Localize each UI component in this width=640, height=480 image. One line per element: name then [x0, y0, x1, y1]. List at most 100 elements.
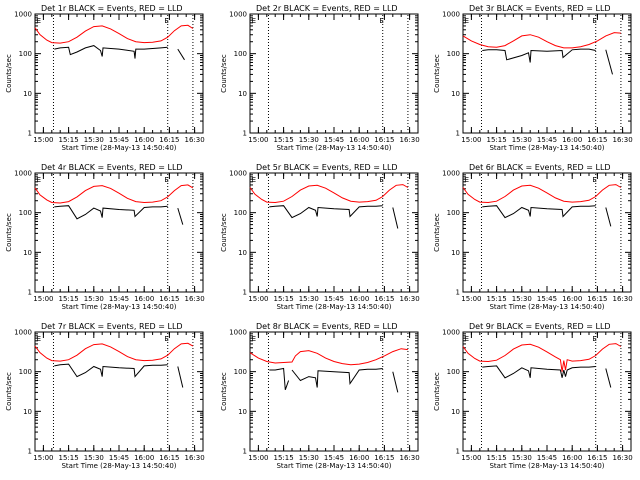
y-tick-label: 100 [19, 368, 32, 376]
x-tick-label: 15:30 [84, 136, 104, 144]
y-tick-label: 1000 [442, 11, 460, 19]
chart-title: Det 3r BLACK = Events, RED = LLD [469, 4, 611, 13]
panel-det-4: Det 4r BLACK = Events, RED = LLD 1 10 100 10… [5, 163, 205, 311]
x-tick-label: 15:15 [487, 295, 507, 303]
y-tick-label: 100 [447, 50, 460, 58]
y-axis-label: Counts/sec [5, 54, 13, 93]
x-axis-label: Start Time (28-May-13 14:50:40) [61, 303, 176, 311]
series-lld-line [462, 184, 622, 204]
x-tick-label: 15:00 [248, 454, 268, 462]
chart-title: Det 2r BLACK = Events, RED = LLD [256, 4, 398, 13]
y-tick-label: 100 [234, 209, 247, 217]
series-lld-line [34, 342, 194, 362]
x-tick-label: 15:30 [512, 136, 532, 144]
y-axis-label: Counts/sec [433, 54, 441, 93]
x-tick-label: 16:30 [400, 454, 420, 462]
panel-det-1: Det 1r BLACK = Events, RED = LLD 1 10 100 10… [5, 4, 205, 152]
y-axis-label: Counts/sec [220, 372, 228, 411]
chart-title: Det 8r BLACK = Events, RED = LLD [256, 322, 398, 331]
plot-frame [249, 13, 419, 134]
x-tick-label: 16:15 [587, 136, 607, 144]
x-tick-label: 16:00 [349, 454, 369, 462]
y-tick-label: 1000 [229, 329, 247, 337]
x-tick-label: 15:00 [461, 454, 481, 462]
y-tick-label: 1000 [229, 11, 247, 19]
panel-det-7: Det 7r BLACK = Events, RED = LLD 1 10 100 10… [5, 322, 205, 470]
event-marker: E [164, 17, 168, 25]
plot-frame [34, 172, 204, 293]
x-tick-label: 15:00 [33, 454, 53, 462]
x-axis-label: Start Time (28-May-13 14:50:40) [61, 462, 176, 470]
x-tick-label: 16:15 [159, 295, 179, 303]
y-tick-label: 1000 [442, 329, 460, 337]
y-tick-label: 1000 [442, 170, 460, 178]
y-axis-label: Counts/sec [433, 213, 441, 252]
y-tick-label: 1000 [229, 170, 247, 178]
y-tick-label: 100 [19, 209, 32, 217]
event-marker: E [164, 335, 168, 343]
y-axis-label: Counts/sec [220, 54, 228, 93]
chart-title: Det 6r BLACK = Events, RED = LLD [469, 163, 611, 172]
y-tick-label: 100 [447, 209, 460, 217]
series-events-line [482, 205, 612, 227]
x-tick-label: 15:45 [324, 454, 344, 462]
y-tick-label: 10 [451, 408, 460, 416]
series-events-line [482, 365, 612, 388]
x-tick-label: 15:45 [537, 295, 557, 303]
panel-det-9: Det 9r BLACK = Events, RED = LLD 1 10 100 10… [433, 322, 633, 470]
x-tick-label: 15:00 [461, 295, 481, 303]
y-tick-label: 1 [456, 448, 460, 456]
y-tick-label: 100 [234, 368, 247, 376]
x-tick-label: 16:15 [374, 136, 394, 144]
event-marker: E [252, 176, 256, 184]
y-tick-label: 1 [243, 448, 247, 456]
x-tick-label: 15:45 [109, 454, 129, 462]
y-axis-label: Counts/sec [433, 372, 441, 411]
x-tick-label: 15:45 [537, 454, 557, 462]
y-tick-label: 1 [28, 289, 32, 297]
x-tick-label: 16:30 [400, 136, 420, 144]
y-tick-label: 10 [23, 408, 32, 416]
y-tick-label: 10 [238, 408, 247, 416]
x-tick-label: 15:00 [248, 295, 268, 303]
x-tick-label: 15:30 [512, 454, 532, 462]
x-tick-label: 15:15 [59, 136, 79, 144]
y-tick-label: 10 [23, 90, 32, 98]
y-tick-label: 100 [19, 50, 32, 58]
x-tick-label: 15:15 [487, 136, 507, 144]
x-tick-label: 15:15 [59, 295, 79, 303]
event-marker: E [379, 335, 383, 343]
series-lld-line [249, 184, 409, 204]
panel-det-6: Det 6r BLACK = Events, RED = LLD 1 10 100 10… [433, 163, 633, 311]
series-events-line [269, 367, 399, 393]
y-tick-label: 10 [451, 249, 460, 257]
event-marker: E [379, 17, 383, 25]
event-marker: E [465, 335, 469, 343]
x-tick-label: 16:00 [562, 136, 582, 144]
plot-frame [34, 13, 204, 134]
x-tick-label: 15:45 [109, 295, 129, 303]
y-tick-label: 10 [238, 249, 247, 257]
x-tick-label: 15:15 [59, 454, 79, 462]
x-tick-label: 15:30 [84, 454, 104, 462]
event-marker: E [252, 17, 256, 25]
panel-det-2: Det 2r BLACK = Events, RED = LLD 1 10 100 10… [220, 4, 420, 152]
plot-frame [462, 331, 632, 452]
series-events-line [54, 205, 184, 225]
y-tick-label: 100 [447, 368, 460, 376]
x-tick-label: 16:30 [185, 295, 205, 303]
x-axis-label: Start Time (28-May-13 14:50:40) [489, 462, 604, 470]
y-axis-label: Counts/sec [220, 213, 228, 252]
event-marker: E [37, 17, 41, 25]
series-lld-line [249, 348, 408, 366]
y-tick-label: 1 [456, 130, 460, 138]
y-tick-label: 1 [456, 289, 460, 297]
x-tick-label: 16:00 [349, 136, 369, 144]
x-tick-label: 15:30 [299, 136, 319, 144]
chart-title: Det 7r BLACK = Events, RED = LLD [41, 322, 183, 331]
chart-title: Det 9r BLACK = Events, RED = LLD [469, 322, 611, 331]
y-tick-label: 1 [28, 448, 32, 456]
x-tick-label: 16:30 [613, 454, 633, 462]
event-marker: E [592, 335, 596, 343]
x-tick-label: 16:00 [562, 454, 582, 462]
